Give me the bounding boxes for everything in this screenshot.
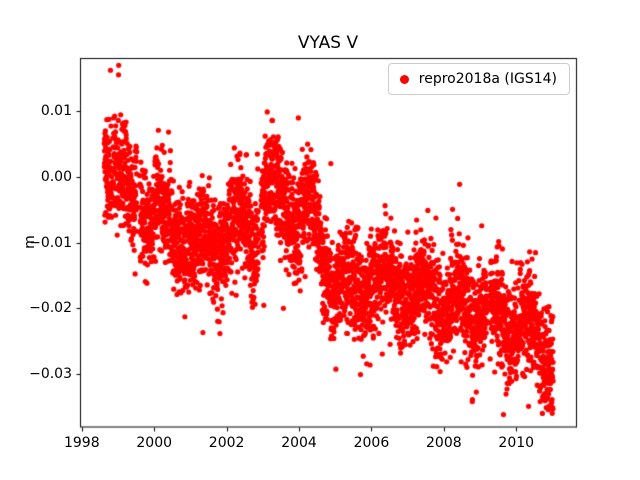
x-tick-label: 1998 [63,435,100,451]
x-tick-label: 2008 [426,435,462,451]
x-tick-label: 2006 [353,435,390,451]
x-tick-label: 2010 [498,435,535,451]
y-tick-label: 0.01 [40,102,72,119]
x-tick-label: 2004 [281,435,317,451]
legend-marker-icon [399,74,409,84]
y-tick-label: −0.02 [29,300,72,317]
y-tick-label: 0.00 [40,168,72,185]
legend-label: repro2018a (IGS14) [418,71,557,87]
legend: repro2018a (IGS14) [387,63,570,95]
x-tick-label: 2000 [136,435,173,451]
x-tick-label: 2002 [208,435,245,451]
y-tick-label: −0.03 [29,366,72,383]
y-tick-label: −0.01 [29,234,72,251]
chart-title: VYAS V [297,33,359,53]
